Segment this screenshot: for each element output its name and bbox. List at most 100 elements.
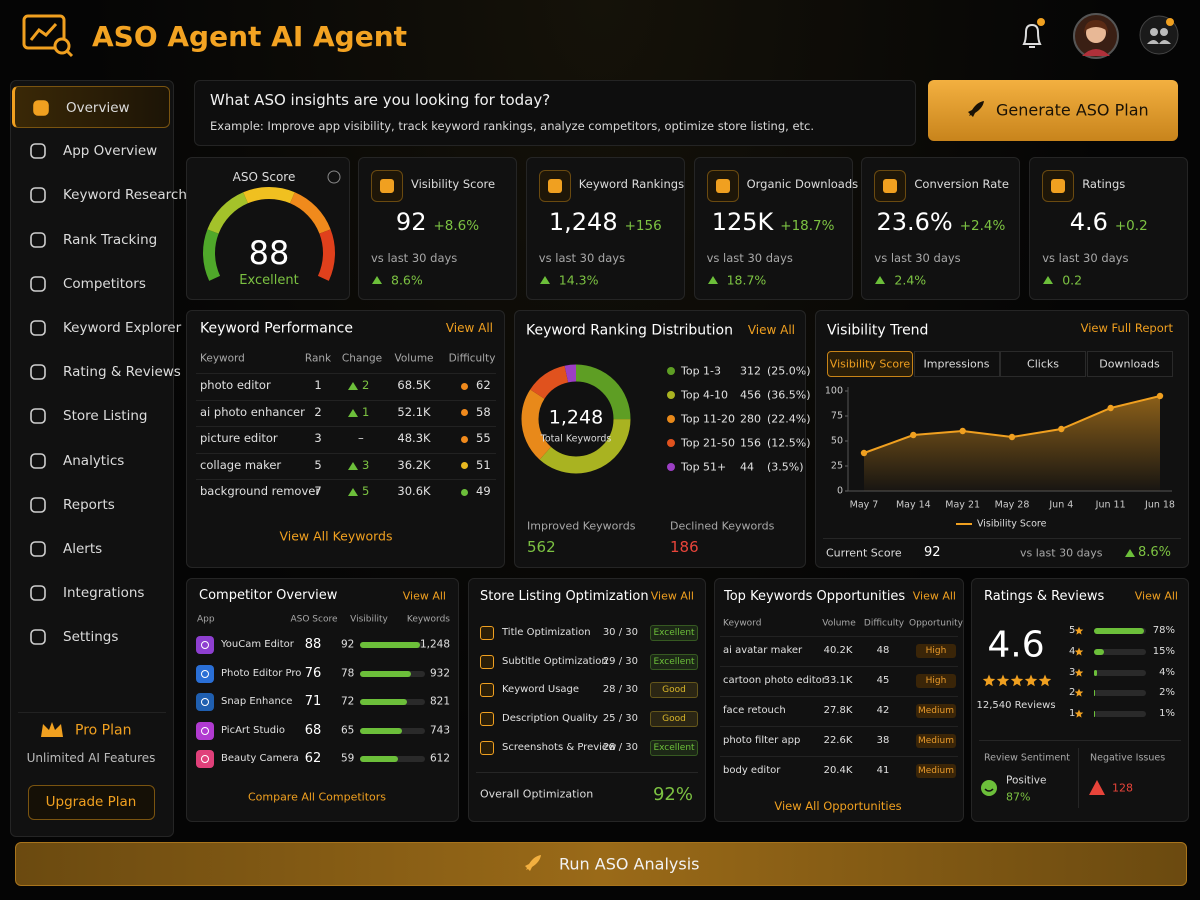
nav-icon: [30, 408, 46, 425]
metric-trend: 18.7%: [726, 272, 767, 288]
notifications[interactable]: [1014, 16, 1054, 56]
overall-label: Overall Optimization: [480, 787, 594, 801]
trend-point: [1058, 425, 1065, 433]
row-divider: [720, 696, 958, 697]
generate-button[interactable]: [928, 80, 1178, 141]
rating-bar: [1094, 690, 1096, 697]
tab[interactable]: [827, 351, 913, 377]
star: [1024, 674, 1038, 687]
upgrade-button[interactable]: [28, 785, 155, 820]
column-header: Difficulty: [448, 352, 496, 365]
tab-label: Impressions: [923, 357, 990, 371]
legend-share: (12.5%): [767, 436, 811, 450]
tab[interactable]: [1000, 351, 1086, 377]
run-button[interactable]: [15, 842, 1187, 886]
metric-label: Visibility Score: [411, 177, 496, 192]
column-header: Visibility: [350, 614, 388, 625]
card-title: Keyword Performance: [200, 320, 353, 337]
aso-score: 88: [304, 637, 322, 653]
improved-label: Improved Keywords: [527, 519, 636, 533]
declined-label: Declined Keywords: [670, 519, 775, 533]
visibility-value: 59: [341, 753, 355, 766]
item-label: Screenshots & Preview: [502, 741, 617, 753]
team[interactable]: [1138, 14, 1180, 56]
y-tick-label: 100: [824, 385, 843, 397]
keyword: background remover: [200, 484, 321, 499]
metric-row: 1,248 +156: [526, 208, 685, 236]
nav-item[interactable]: Overview: [12, 86, 170, 128]
star: [1074, 709, 1084, 718]
compare-value: 8.6%: [1137, 545, 1171, 561]
tab[interactable]: [913, 351, 1000, 377]
nav-item[interactable]: Rank Tracking: [12, 219, 170, 261]
item-label: Subtitle Optimization: [502, 655, 608, 667]
metric-row: 92 +8.6%: [358, 208, 517, 236]
nav-item[interactable]: Settings: [12, 616, 170, 658]
status-badge: Excellent: [650, 653, 698, 670]
info-icon: [327, 170, 341, 184]
current-value: 92: [924, 545, 941, 561]
nav-item[interactable]: Rating & Reviews: [12, 351, 181, 393]
nav-item[interactable]: App Overview: [12, 130, 170, 172]
volume: 48.3K: [397, 431, 431, 446]
nav-item[interactable]: Reports: [12, 484, 170, 526]
row-divider: [196, 452, 496, 454]
app-name: Photo Editor Pro: [221, 667, 302, 679]
card-footer-link: Compare All Competitors: [247, 790, 387, 804]
tab[interactable]: [1086, 351, 1173, 377]
current-label: Current Score: [826, 546, 902, 560]
difficulty: 41: [876, 765, 890, 776]
star-icon: [1074, 647, 1084, 656]
sidebar: [10, 80, 174, 837]
difficulty-dot: [461, 382, 468, 390]
smiley: [981, 780, 997, 796]
metric-value: 125K: [711, 208, 774, 236]
aso-score: 71: [304, 694, 322, 710]
row-divider: [720, 756, 958, 757]
difficulty: 45: [876, 675, 890, 686]
legend-value: 156: [740, 436, 761, 450]
difficulty-dot: [461, 488, 468, 496]
logo: [22, 14, 74, 58]
up-arrow: [1043, 276, 1054, 284]
star: [1074, 688, 1084, 697]
volume: 36.2K: [397, 457, 431, 472]
generate-label: Generate ASO Plan: [996, 100, 1149, 120]
nav-item[interactable]: Alerts: [12, 528, 170, 570]
nav-item[interactable]: Integrations: [12, 572, 170, 614]
x-tick-label: May 7: [849, 499, 879, 511]
up-arrow: [707, 276, 718, 284]
negative-label: Negative Issues: [1090, 752, 1166, 764]
rating-share: 2%: [1159, 687, 1175, 699]
nav-icon: [30, 496, 46, 513]
nav-item[interactable]: Analytics: [12, 440, 170, 482]
nav-icon: [30, 187, 46, 204]
keyword: ai avatar maker: [723, 645, 803, 656]
avatar[interactable]: [1072, 12, 1120, 60]
info-icon: [327, 170, 341, 184]
row-divider: [196, 426, 496, 427]
nav-label: Integrations: [63, 585, 145, 602]
search-box[interactable]: [194, 80, 916, 146]
nav-item[interactable]: Keyword Explorer: [12, 307, 181, 349]
negative-count: 128: [1112, 781, 1133, 795]
nav-label: Alerts: [63, 540, 103, 557]
nav-item[interactable]: Store Listing: [12, 395, 170, 437]
star-level: 2: [1069, 687, 1076, 699]
rating-value: 4.6: [987, 624, 1045, 666]
difficulty: 42: [876, 705, 890, 716]
column-header: ASO Score: [290, 614, 338, 625]
metric-icon: [715, 179, 730, 193]
card-title: Store Listing Optimization: [480, 589, 649, 605]
metric-trend: 2.4%: [894, 272, 927, 288]
nav-item[interactable]: Keyword Research: [12, 174, 187, 216]
app-title: ASO Agent AI Agent: [92, 20, 408, 54]
nav-icon: [30, 320, 46, 336]
y-tick-label: 75: [830, 410, 843, 422]
card-title: Keyword Ranking Distribution: [526, 322, 733, 339]
metric-label: Organic Downloads: [746, 177, 859, 192]
nav-item[interactable]: Competitors: [12, 263, 170, 305]
star-icon: [1074, 668, 1084, 677]
item-icon: [480, 683, 494, 698]
card-title: Visibility Trend: [827, 322, 929, 339]
